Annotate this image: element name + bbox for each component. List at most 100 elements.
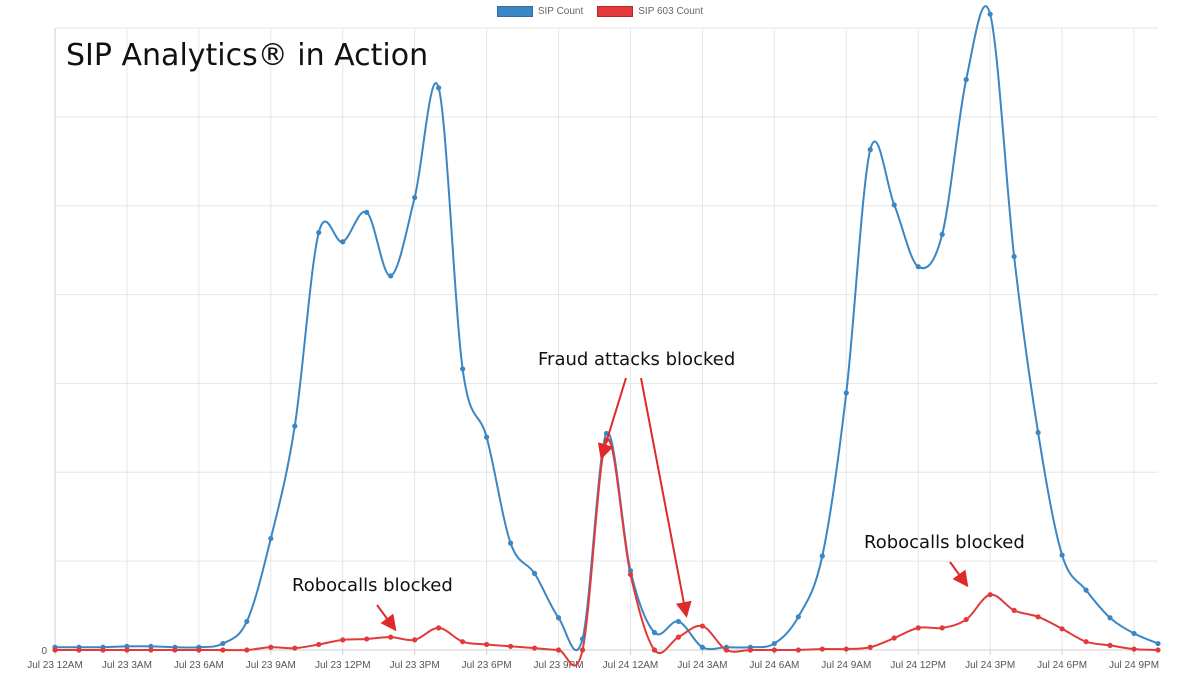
legend-item-sip-603-count[interactable]: SIP 603 Count — [597, 6, 703, 17]
annotation-robocalls-left: Robocalls blocked — [292, 575, 453, 596]
annotation-fraud-attacks: Fraud attacks blocked — [538, 349, 736, 370]
data-point-sip-603-count — [244, 647, 250, 653]
data-point-sip-count — [507, 540, 514, 546]
data-point-sip-603-count — [939, 625, 945, 631]
y-tick-label: 0 — [41, 646, 47, 657]
grid-lines — [54, 27, 1158, 651]
legend: SIP Count SIP 603 Count — [0, 6, 1200, 17]
legend-item-sip-count[interactable]: SIP Count — [496, 6, 584, 17]
x-tick-label: Jul 23 12PM — [315, 660, 371, 671]
data-point-sip-count — [292, 423, 298, 429]
data-point-sip-603-count — [531, 645, 538, 651]
data-point-sip-603-count — [100, 647, 106, 653]
data-point-sip-603-count — [963, 616, 969, 623]
data-point-sip-count — [124, 643, 130, 649]
data-point-sip-count — [987, 11, 993, 17]
data-point-sip-603-count — [388, 634, 394, 640]
x-tick-label: Jul 24 6PM — [1037, 660, 1087, 671]
data-point-sip-count — [795, 614, 801, 620]
data-point-sip-count — [675, 618, 682, 625]
x-tick-label: Jul 24 9AM — [821, 660, 871, 671]
x-tick-label: Jul 24 6AM — [749, 660, 799, 671]
legend-label: SIP 603 Count — [638, 6, 704, 17]
arrow-robocalls-left — [376, 604, 397, 632]
x-tick-label: Jul 23 9PM — [534, 660, 584, 671]
y-axis-tick-labels: 0 — [41, 646, 47, 657]
arrow-fraud-to-spike — [597, 377, 627, 460]
data-point-sip-603-count — [795, 647, 801, 653]
data-point-sip-603-count — [987, 592, 993, 598]
data-point-sip-count — [1131, 630, 1137, 637]
data-point-sip-603-count — [1131, 646, 1137, 652]
data-point-sip-count — [1083, 587, 1089, 593]
data-point-sip-603-count — [747, 647, 753, 653]
data-point-sip-603-count — [555, 647, 562, 653]
axes — [54, 28, 1158, 651]
data-point-sip-603-count — [292, 645, 298, 651]
legend-swatch-blue — [496, 6, 533, 17]
data-point-sip-count — [220, 640, 226, 647]
series-points — [52, 11, 1161, 653]
x-tick-label: Jul 23 12AM — [27, 660, 83, 671]
data-point-sip-603-count — [148, 647, 154, 653]
data-point-sip-603-count — [1059, 626, 1065, 632]
data-point-sip-603-count — [723, 647, 729, 653]
data-point-sip-603-count — [316, 641, 322, 648]
data-point-sip-603-count — [412, 637, 418, 643]
data-point-sip-count — [1059, 552, 1065, 558]
x-tick-label: Jul 23 6PM — [462, 660, 512, 671]
data-point-sip-603-count — [651, 647, 658, 653]
data-point-sip-count — [531, 570, 538, 577]
data-point-sip-603-count — [675, 634, 682, 640]
data-point-sip-count — [819, 553, 825, 559]
data-point-sip-count — [891, 202, 897, 208]
data-point-sip-603-count — [1035, 614, 1041, 620]
legend-swatch-red — [597, 6, 634, 17]
annotation-arrows — [376, 377, 969, 632]
data-point-sip-603-count — [699, 623, 706, 629]
x-tick-label: Jul 24 3PM — [965, 660, 1015, 671]
data-point-sip-603-count — [76, 647, 82, 653]
data-point-sip-603-count — [1107, 642, 1113, 648]
data-point-sip-count — [939, 231, 945, 238]
chart-title: SIP Analytics® in Action — [66, 38, 429, 73]
data-point-sip-603-count — [124, 647, 130, 653]
x-tick-label: Jul 24 9PM — [1109, 660, 1159, 671]
data-point-sip-count — [1107, 615, 1113, 621]
data-point-sip-count — [460, 366, 466, 372]
x-tick-label: Jul 23 3AM — [102, 660, 152, 671]
data-point-sip-603-count — [627, 571, 634, 578]
data-point-sip-603-count — [891, 635, 897, 641]
data-point-sip-603-count — [1155, 647, 1161, 653]
data-point-sip-count — [1155, 640, 1161, 647]
x-tick-label: Jul 24 3AM — [677, 660, 727, 671]
data-point-sip-603-count — [579, 647, 586, 653]
data-point-sip-603-count — [220, 647, 226, 653]
data-point-sip-603-count — [436, 625, 442, 631]
data-point-sip-count — [1035, 429, 1041, 436]
x-axis-tick-labels: Jul 23 12AM Jul 23 3AM Jul 23 6AM Jul 23 9A… — [27, 650, 1159, 671]
data-point-sip-603-count — [867, 644, 873, 650]
data-point-sip-count — [771, 640, 777, 647]
data-point-sip-603-count — [172, 647, 178, 653]
data-point-sip-count — [340, 239, 346, 245]
data-point-sip-count — [867, 147, 873, 153]
x-tick-label: Jul 23 3PM — [390, 660, 440, 671]
data-point-sip-603-count — [1011, 607, 1017, 613]
series-line-sip-count — [55, 5, 1159, 651]
data-point-sip-count — [484, 434, 490, 440]
data-point-sip-603-count — [460, 639, 466, 645]
data-point-sip-count — [699, 644, 706, 650]
data-point-sip-count — [963, 77, 969, 83]
legend-label: SIP Count — [537, 6, 584, 17]
data-point-sip-603-count — [915, 625, 921, 631]
data-point-sip-count — [244, 618, 250, 625]
data-point-sip-count — [1011, 253, 1017, 260]
data-point-sip-603-count — [507, 643, 514, 649]
data-point-sip-603-count — [771, 647, 777, 653]
x-tick-label: Jul 23 6AM — [174, 660, 224, 671]
data-point-sip-count — [364, 209, 370, 215]
data-point-sip-count — [148, 643, 154, 649]
data-point-sip-count — [316, 229, 322, 236]
